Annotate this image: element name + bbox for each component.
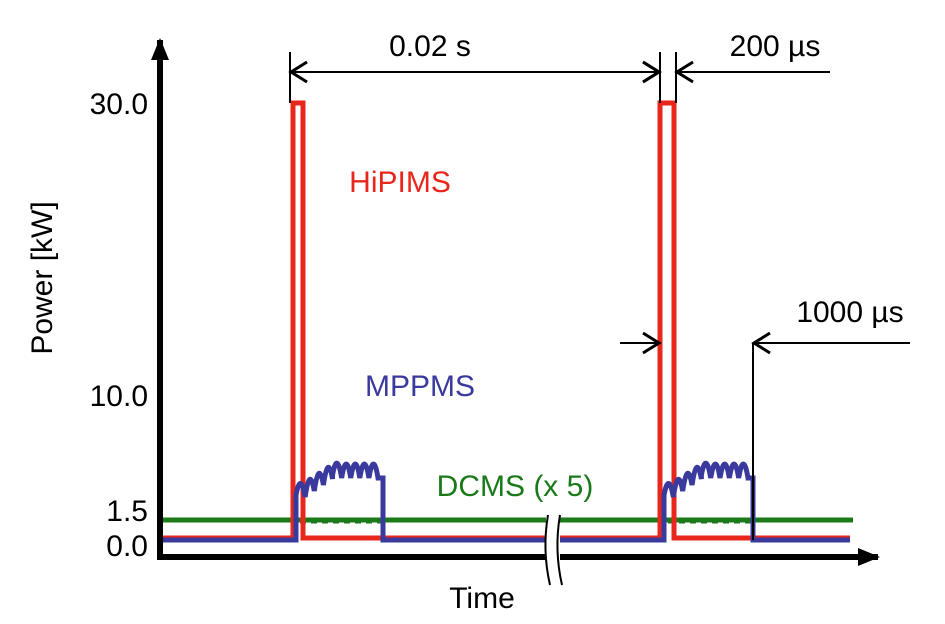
x-axis-label: Time (449, 582, 515, 615)
hipims-label: HiPIMS (349, 166, 451, 199)
y-tick-label: 1.5 (106, 495, 148, 528)
period-label: 0.02 s (389, 30, 471, 63)
y-tick-label: 30.0 (90, 88, 148, 121)
mppms-label: MPPMS (365, 370, 475, 403)
y-axis-label: Power [kW] (26, 201, 59, 354)
mppms-trace (160, 460, 850, 543)
y-tick-label: 10.0 (90, 380, 148, 413)
hipims-width-label: 200 µs (730, 30, 821, 63)
y-tick-label: 0.0 (106, 530, 148, 563)
dcms-label: DCMS (x 5) (437, 470, 594, 503)
axis-break (546, 515, 560, 585)
mppms-width-label: 1000 µs (796, 296, 903, 329)
axis-break-marks (544, 514, 563, 586)
